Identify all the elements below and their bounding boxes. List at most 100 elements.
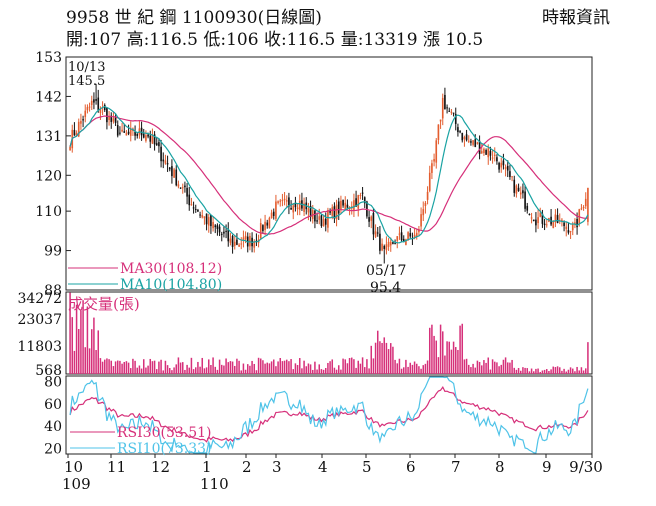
candle-body bbox=[294, 202, 297, 208]
volume-bar bbox=[103, 359, 106, 374]
price-tick-label: 99 bbox=[44, 244, 62, 260]
candle-body bbox=[290, 207, 292, 210]
candle-body bbox=[357, 195, 360, 209]
volume-bar bbox=[177, 357, 180, 374]
candle-body bbox=[450, 111, 453, 113]
volume-bar bbox=[311, 369, 314, 374]
volume-bar bbox=[509, 362, 511, 374]
volume-bar bbox=[123, 361, 126, 374]
candle-body bbox=[236, 239, 238, 245]
volume-tick-label: 568 bbox=[35, 363, 62, 379]
high-date-label: 10/13 bbox=[68, 60, 105, 75]
candle-body bbox=[262, 225, 264, 231]
volume-bar bbox=[344, 359, 347, 374]
candle-body bbox=[194, 208, 197, 210]
candle-body bbox=[567, 230, 570, 233]
volume-bar bbox=[340, 369, 342, 374]
volume-bar bbox=[502, 359, 505, 374]
candle-body bbox=[173, 169, 175, 178]
candle-body bbox=[140, 127, 143, 136]
volume-panel-frame bbox=[65, 291, 593, 375]
volume-bar bbox=[348, 357, 351, 374]
volume-bar bbox=[129, 368, 132, 374]
candle-body bbox=[296, 207, 299, 210]
volume-tick-label: 23037 bbox=[17, 312, 62, 328]
volume-bar bbox=[483, 360, 485, 374]
volume-bar bbox=[398, 358, 401, 374]
volume-bar bbox=[539, 371, 542, 374]
candle-body bbox=[530, 217, 533, 219]
volume-bar bbox=[370, 345, 373, 374]
x-tick-label: 7 bbox=[451, 458, 461, 476]
candle-body bbox=[281, 199, 284, 201]
candle-body bbox=[582, 206, 585, 208]
candle-body bbox=[461, 133, 464, 141]
volume-bar bbox=[561, 370, 563, 374]
volume-bar bbox=[422, 365, 425, 374]
volume-bar bbox=[418, 366, 420, 374]
volume-bar bbox=[205, 367, 208, 374]
candle-body bbox=[517, 187, 520, 192]
volume-bar bbox=[147, 365, 149, 374]
volume-bar bbox=[173, 367, 175, 374]
volume-bar bbox=[324, 367, 327, 374]
volume-bar bbox=[262, 360, 264, 374]
candle-body bbox=[179, 187, 182, 189]
volume-bar bbox=[563, 368, 565, 374]
candle-body bbox=[561, 219, 563, 222]
volume-bar bbox=[186, 364, 188, 374]
x-tick-label: 12 bbox=[151, 458, 170, 476]
volume-bar bbox=[151, 361, 154, 374]
volume-bar bbox=[142, 359, 145, 374]
volume-bar bbox=[77, 329, 80, 374]
volume-bar bbox=[160, 359, 162, 374]
candle-body bbox=[327, 210, 329, 228]
volume-bar bbox=[552, 366, 555, 374]
volume-bar bbox=[277, 361, 279, 374]
volume-bar bbox=[164, 360, 167, 374]
candle-body bbox=[97, 97, 100, 110]
volume-bar bbox=[528, 371, 531, 374]
volume-panel-title: 成交量(張) bbox=[68, 295, 140, 313]
candle-body bbox=[519, 192, 522, 195]
volume-bar bbox=[437, 357, 440, 374]
x-tick-label: 4 bbox=[318, 458, 328, 476]
volume-bar bbox=[233, 365, 236, 374]
candle-body bbox=[580, 208, 583, 210]
rsi-tick-label: 60 bbox=[44, 397, 62, 413]
volume-bar bbox=[199, 366, 201, 374]
volume-bar bbox=[387, 349, 390, 374]
candle-body bbox=[478, 140, 481, 154]
candle-body bbox=[84, 110, 87, 118]
rsi30-legend-label: RSI30(53.51) bbox=[117, 425, 211, 441]
volume-bar bbox=[532, 371, 535, 374]
candle-body bbox=[413, 234, 416, 238]
candle-body bbox=[335, 204, 338, 220]
volume-bar bbox=[114, 361, 117, 374]
candle-body bbox=[103, 105, 106, 111]
candle-body bbox=[275, 201, 277, 219]
candle-body bbox=[259, 223, 262, 239]
volume-bar bbox=[101, 361, 104, 374]
volume-bar bbox=[149, 358, 152, 374]
candle-body bbox=[491, 157, 494, 159]
candle-body bbox=[556, 215, 559, 224]
candle-body bbox=[392, 242, 394, 244]
volume-bar bbox=[452, 341, 455, 374]
candle-body bbox=[571, 223, 574, 231]
candle-body bbox=[472, 140, 474, 145]
volume-bar bbox=[86, 306, 89, 374]
candle-body bbox=[90, 100, 93, 105]
volume-bar bbox=[394, 359, 396, 374]
candle-body bbox=[396, 236, 399, 242]
candle-body bbox=[576, 218, 578, 228]
candle-body bbox=[524, 191, 526, 209]
candle-body bbox=[522, 190, 524, 194]
candle-body bbox=[452, 112, 455, 114]
candle-body bbox=[188, 194, 191, 206]
candle-body bbox=[227, 229, 230, 242]
volume-bar bbox=[457, 349, 459, 374]
volume-bar bbox=[428, 327, 431, 374]
candle-body bbox=[162, 159, 165, 162]
volume-bar bbox=[448, 341, 451, 374]
